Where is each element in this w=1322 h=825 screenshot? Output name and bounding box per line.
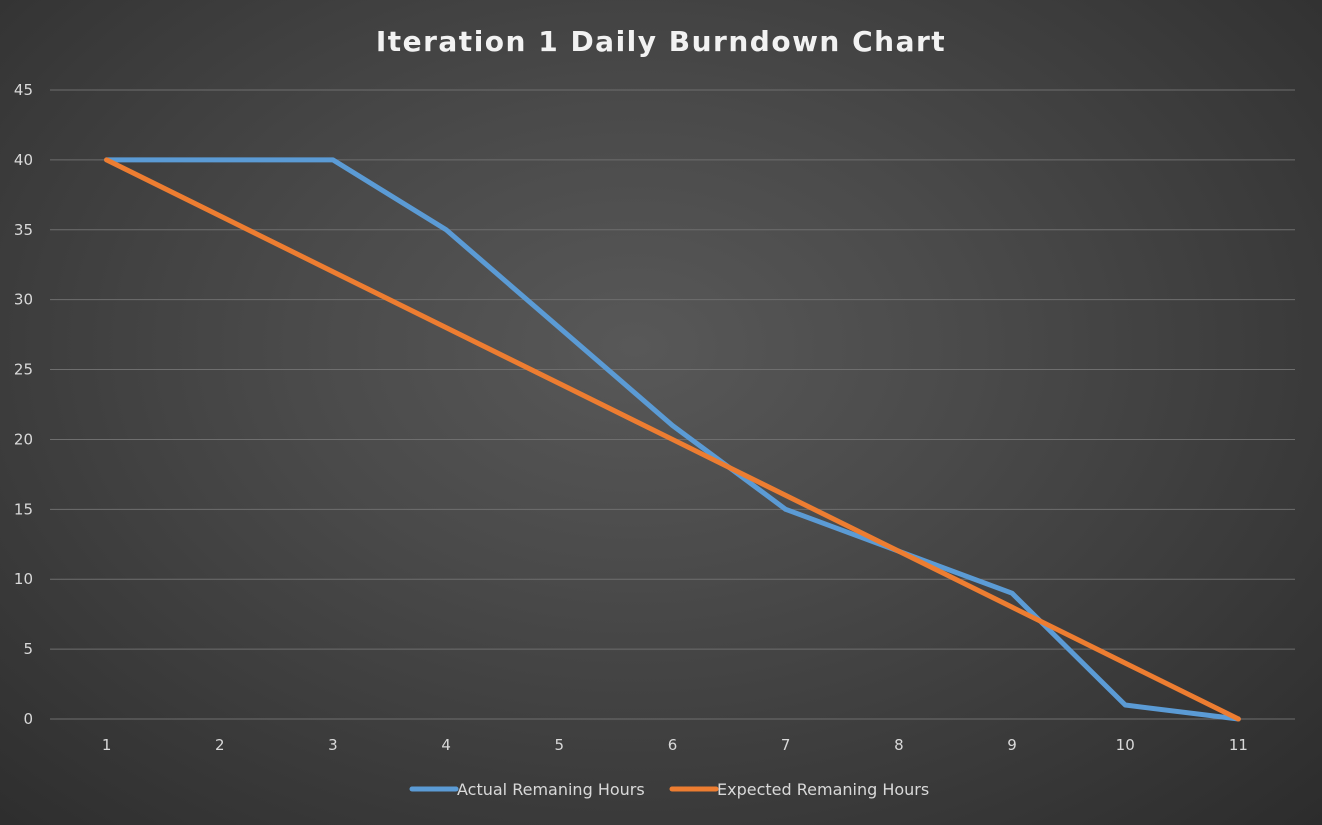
legend-label: Actual Remaning Hours	[457, 780, 645, 799]
y-tick-label: 10	[14, 570, 33, 588]
series-line-actual	[104, 157, 1241, 722]
y-tick-label: 40	[14, 151, 33, 169]
x-axis-tick-labels: 1 2 3 4 5 6 7 8 9 10 11	[102, 736, 1248, 754]
y-axis-tick-labels: 0 5 10 15 20 25 30 35 40 45	[14, 81, 33, 728]
series-line-expected	[104, 157, 1241, 722]
y-tick-label: 25	[14, 361, 33, 379]
x-tick-label: 11	[1229, 736, 1248, 754]
y-tick-label: 30	[14, 291, 33, 309]
legend-label: Expected Remaning Hours	[717, 780, 929, 799]
x-tick-label: 6	[668, 736, 678, 754]
series-lines	[104, 157, 1241, 722]
y-tick-label: 35	[14, 221, 33, 239]
x-tick-label: 3	[328, 736, 338, 754]
y-tick-label: 5	[23, 640, 33, 658]
x-tick-label: 4	[441, 736, 451, 754]
x-tick-label: 10	[1116, 736, 1135, 754]
x-tick-label: 9	[1007, 736, 1017, 754]
x-tick-label: 2	[215, 736, 225, 754]
x-tick-label: 7	[781, 736, 791, 754]
chart-title: Iteration 1 Daily Burndown Chart	[376, 25, 946, 58]
legend: Actual Remaning Hours Expected Remaning H…	[409, 780, 929, 799]
y-tick-label: 15	[14, 500, 33, 518]
y-tick-label: 45	[14, 81, 33, 99]
gridlines	[50, 89, 1295, 720]
x-tick-label: 8	[894, 736, 904, 754]
y-tick-label: 20	[14, 430, 33, 448]
y-tick-label: 0	[23, 710, 33, 728]
x-tick-label: 5	[555, 736, 565, 754]
x-tick-label: 1	[102, 736, 112, 754]
